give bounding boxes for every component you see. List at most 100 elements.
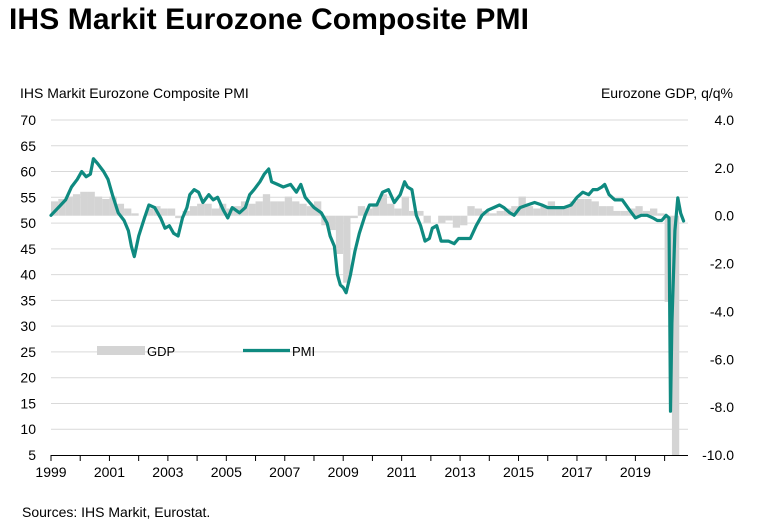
gdp-bar xyxy=(569,201,577,216)
left-tick-label: 45 xyxy=(20,241,36,257)
gdp-bar xyxy=(51,201,59,216)
gdp-bar xyxy=(657,213,665,216)
legend-gdp-swatch xyxy=(97,346,145,355)
gdp-bar xyxy=(650,208,658,216)
pmi-line xyxy=(49,157,686,413)
gdp-bar xyxy=(642,210,651,216)
gdp-bar xyxy=(357,206,366,216)
gdp-bar xyxy=(255,201,263,216)
gdp-bar xyxy=(102,198,110,216)
gdp-bar xyxy=(197,203,205,216)
gdp-bar xyxy=(58,198,66,216)
gdp-bar xyxy=(460,215,468,226)
left-tick-label: 5 xyxy=(28,447,36,463)
right-tick-label: 2.0 xyxy=(715,160,735,176)
legend-gdp-label: GDP xyxy=(147,344,175,359)
gdp-bar xyxy=(620,210,629,216)
left-tick-label: 70 xyxy=(20,112,36,128)
gdp-bar xyxy=(387,203,395,216)
gdp-bar xyxy=(335,215,344,254)
gdp-bar xyxy=(80,191,88,216)
x-tick-label: 2019 xyxy=(620,464,651,480)
gdp-bar xyxy=(401,196,409,216)
gdp-bar xyxy=(576,198,585,216)
legend: GDP PMI xyxy=(97,344,315,359)
gdp-bar xyxy=(72,194,81,216)
gdp-bar xyxy=(445,215,453,221)
gdp-bar xyxy=(350,215,358,219)
gdp-bars xyxy=(51,191,680,455)
right-tick-label: 4.0 xyxy=(715,112,735,128)
gdp-bar xyxy=(284,196,293,216)
gdp-bar xyxy=(474,208,482,216)
left-tick-label: 55 xyxy=(20,189,36,205)
gdp-bar xyxy=(189,206,198,216)
gdp-bar xyxy=(145,208,154,216)
gdp-bar xyxy=(124,208,132,216)
x-tick-label: 2007 xyxy=(269,464,300,480)
x-tick-label: 2015 xyxy=(503,464,534,480)
gdp-bar xyxy=(328,215,336,231)
left-tick-label: 40 xyxy=(20,267,36,283)
right-axis-ticks: 4.0 2.0 0.0 -2.0 -4.0 -6.0 -8.0 -10.0 xyxy=(702,112,734,463)
gridlines xyxy=(51,119,688,430)
gdp-bar xyxy=(635,206,643,216)
gdp-bar xyxy=(94,196,103,216)
x-axis-ticks: 1999 2001 2003 2005 2007 2009 2011 2013 2015 2017… xyxy=(35,455,666,480)
gdp-bar xyxy=(65,196,73,216)
gdp-bar xyxy=(613,210,621,216)
gdp-bar xyxy=(489,213,497,216)
gdp-bar xyxy=(438,215,446,223)
gdp-bar xyxy=(467,206,475,216)
gdp-bar xyxy=(131,213,139,216)
right-tick-label: -10.0 xyxy=(702,447,734,463)
right-tick-label: -2.0 xyxy=(710,256,734,272)
gdp-bar xyxy=(540,206,548,216)
left-tick-label: 30 xyxy=(20,318,36,334)
left-tick-label: 25 xyxy=(20,344,36,360)
left-tick-label: 10 xyxy=(20,421,36,437)
x-tick-label: 2017 xyxy=(561,464,592,480)
right-tick-label: -4.0 xyxy=(710,303,734,319)
gdp-bar xyxy=(379,194,388,216)
gdp-bar xyxy=(204,203,212,216)
gdp-bar xyxy=(87,191,95,216)
right-tick-label: 0.0 xyxy=(715,208,735,224)
gdp-bar xyxy=(270,201,278,216)
gdp-bar xyxy=(416,210,424,216)
gdp-bar xyxy=(306,206,314,216)
gdp-bar xyxy=(365,208,373,216)
left-tick-label: 50 xyxy=(20,215,36,231)
gdp-bar xyxy=(299,203,307,216)
gdp-bar xyxy=(408,210,417,216)
left-tick-label: 65 xyxy=(20,138,36,154)
right-tick-label: -6.0 xyxy=(710,351,734,367)
gdp-bar xyxy=(248,203,256,216)
gdp-bar xyxy=(423,215,431,223)
x-tick-label: 2005 xyxy=(211,464,242,480)
gdp-bar xyxy=(175,215,183,219)
left-axis-label: IHS Markit Eurozone Composite PMI xyxy=(20,85,249,101)
gdp-bar xyxy=(277,201,285,216)
gdp-bar xyxy=(211,208,220,216)
gdp-bar xyxy=(584,198,592,216)
composite-pmi-chart: IHS Markit Eurozone Composite PMI Eurozo… xyxy=(20,85,734,480)
left-axis-ticks: 70 65 60 55 50 45 40 35 30 25 20 15 10 5 xyxy=(20,112,36,463)
gdp-bar xyxy=(496,210,504,216)
x-tick-label: 2009 xyxy=(328,464,359,480)
left-tick-label: 15 xyxy=(20,395,36,411)
gdp-bar xyxy=(533,208,541,216)
right-axis-label: Eurozone GDP, q/q% xyxy=(601,85,733,101)
gdp-bar xyxy=(394,208,402,216)
gdp-bar xyxy=(591,201,599,216)
x-tick-label: 2003 xyxy=(152,464,183,480)
right-tick-label: -8.0 xyxy=(710,399,734,415)
gdp-bar xyxy=(452,215,461,228)
gdp-bar xyxy=(292,201,300,216)
gdp-bar xyxy=(606,206,614,216)
gdp-bar xyxy=(372,203,380,216)
gdp-bar xyxy=(555,206,563,216)
gdp-bar xyxy=(109,196,117,216)
left-tick-label: 20 xyxy=(20,370,36,386)
gdp-bar xyxy=(511,206,519,216)
